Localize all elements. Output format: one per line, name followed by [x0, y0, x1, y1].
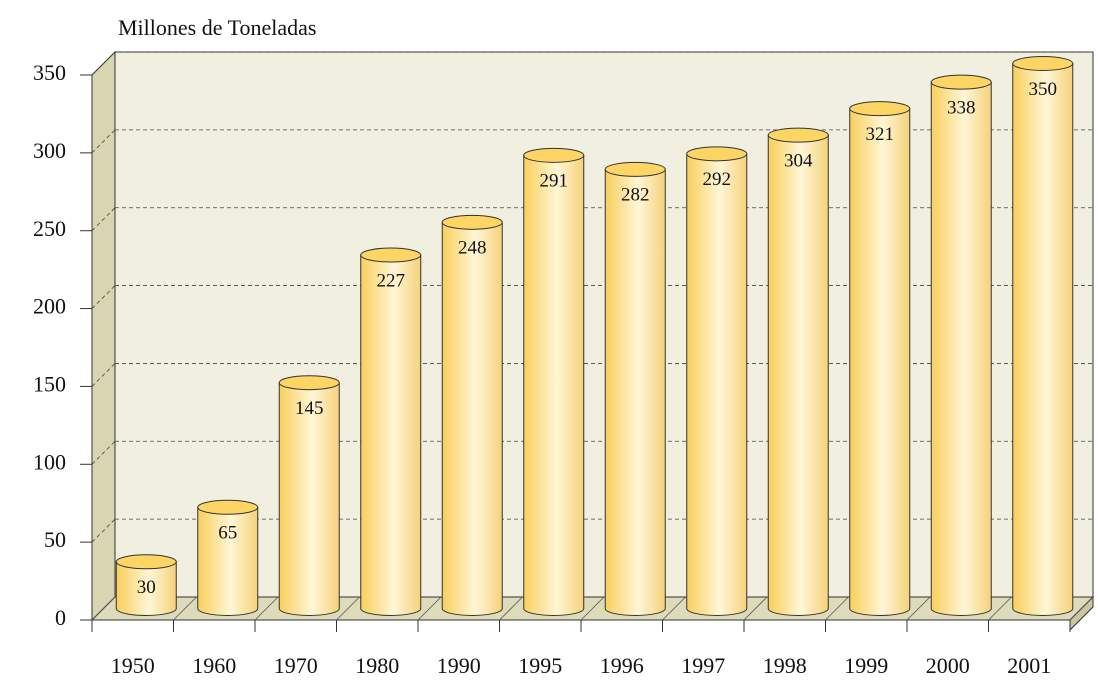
bar	[360, 254, 422, 616]
bar-top	[604, 161, 666, 177]
bar-top	[197, 499, 259, 515]
side-wall	[91, 50, 116, 622]
x-tick-label: 1999	[844, 653, 888, 678]
value-label: 292	[703, 169, 732, 190]
value-label: 321	[866, 124, 895, 145]
grid-line	[91, 363, 116, 387]
y-tick-label: 300	[33, 138, 66, 163]
bar	[441, 221, 503, 616]
bar	[849, 108, 911, 616]
grid-line	[91, 207, 116, 231]
floor-line	[91, 596, 116, 621]
x-tick-label: 1970	[274, 653, 318, 678]
grid-line	[91, 285, 116, 309]
value-label: 291	[540, 171, 569, 192]
value-label: 248	[458, 238, 487, 259]
floor-line	[580, 596, 605, 621]
floor-line	[662, 596, 686, 621]
y-tick-label: 50	[44, 527, 66, 552]
value-label: 282	[621, 185, 650, 206]
floor-line	[173, 596, 197, 621]
x-tick-label: 1997	[681, 653, 725, 678]
bar	[930, 81, 992, 616]
grid-line	[91, 518, 116, 543]
floor-line	[254, 596, 279, 621]
bar-top	[1012, 56, 1074, 71]
y-tick-label: 150	[33, 371, 66, 396]
bar-top	[360, 247, 422, 263]
floor-line	[336, 596, 360, 621]
floor-line	[1069, 596, 1094, 621]
bar	[115, 561, 177, 616]
grid-line	[91, 441, 116, 465]
chart-title: Millones de Toneladas	[118, 15, 316, 40]
value-label: 30	[137, 577, 156, 598]
value-label: 65	[218, 523, 237, 544]
bar	[197, 506, 259, 616]
floor-line	[417, 596, 442, 621]
x-tick-label: 2001	[1007, 653, 1051, 678]
x-tick-label: 1980	[355, 653, 399, 678]
value-label: 145	[295, 398, 324, 419]
x-tick-label: 1990	[437, 653, 481, 678]
value-label: 304	[784, 150, 813, 171]
bar	[278, 382, 340, 616]
x-tick-label: 1960	[192, 653, 236, 678]
bar-top	[115, 554, 177, 570]
bar-top	[849, 101, 911, 117]
floor-line	[825, 596, 849, 621]
x-tick-label: 1995	[518, 653, 562, 678]
x-tick-label: 2000	[926, 653, 970, 678]
bar-top	[767, 127, 829, 143]
bar-top	[278, 375, 340, 391]
floor-line	[743, 596, 768, 621]
y-tick-label: 200	[33, 294, 66, 319]
y-tick-label: 100	[33, 449, 66, 474]
floor-line	[906, 596, 931, 621]
x-tick-label: 1950	[111, 653, 155, 678]
y-tick-label: 0	[55, 605, 66, 630]
value-label: 338	[947, 98, 976, 119]
y-tick-label: 250	[33, 216, 66, 241]
bar-top	[930, 74, 992, 90]
bar	[523, 154, 585, 616]
bar-top	[686, 146, 748, 162]
bar	[767, 134, 829, 616]
y-tick-label: 350	[33, 60, 66, 85]
grid-line	[91, 51, 116, 76]
bar	[604, 168, 666, 616]
bar	[686, 153, 748, 616]
bar	[1012, 63, 1074, 616]
x-tick-label: 1998	[763, 653, 807, 678]
grid-line	[91, 129, 116, 154]
bar-top	[441, 214, 503, 230]
value-label: 227	[377, 270, 406, 291]
floor-line	[499, 596, 523, 621]
bar-top	[523, 147, 585, 163]
floor-line	[988, 596, 1012, 621]
value-label: 350	[1029, 79, 1058, 100]
x-tick-label: 1996	[600, 653, 644, 678]
